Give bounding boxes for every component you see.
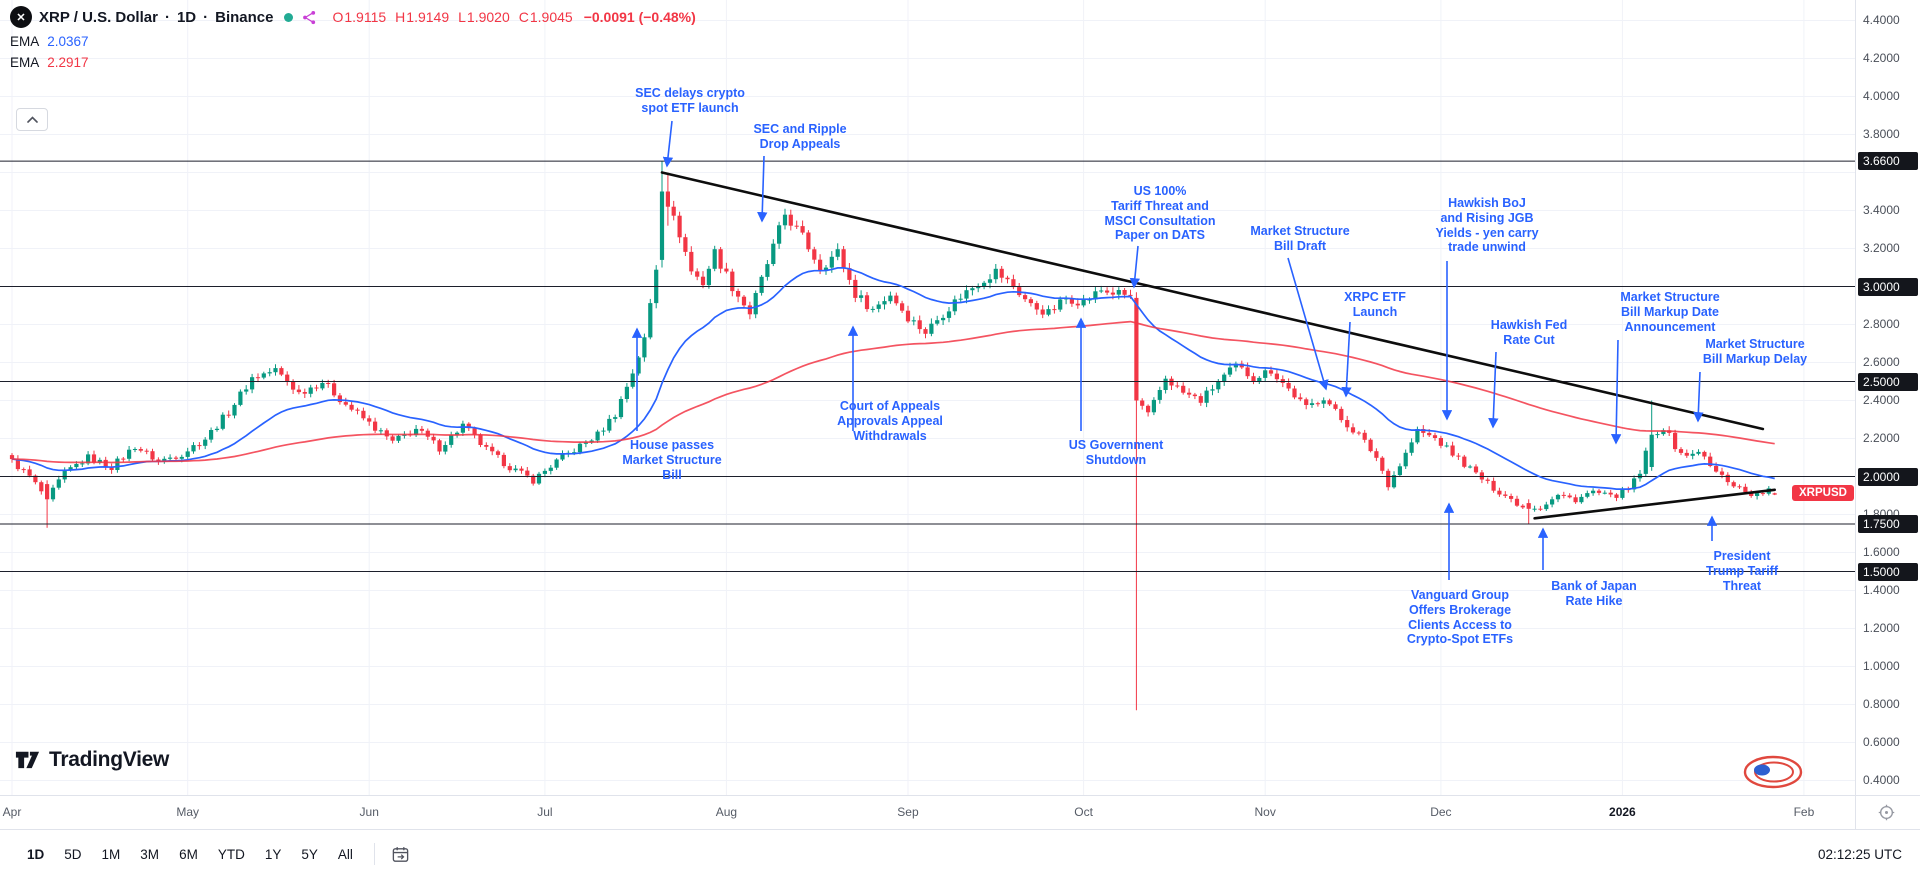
- range-button-1D[interactable]: 1D: [27, 846, 45, 862]
- price-label: 1.0000: [1863, 658, 1900, 673]
- price-label: 2.8000: [1863, 316, 1900, 331]
- time-label: May: [176, 805, 200, 819]
- time-axis-settings-icon[interactable]: [1878, 804, 1895, 826]
- change-readout: −0.0091 (−0.48%): [583, 9, 696, 25]
- collapse-legend-button[interactable]: [16, 108, 48, 131]
- symbol-legend: ✕ XRP / U.S. Dollar · 1D · Binance O1.91…: [10, 6, 696, 70]
- time-label: Aug: [715, 805, 738, 819]
- axis-corner: [1855, 796, 1920, 830]
- xrp-symbol-logo-icon: ✕: [10, 6, 32, 28]
- price-label: 2.2000: [1863, 430, 1900, 445]
- price-label: 1.4000: [1863, 582, 1900, 597]
- clock-utc[interactable]: 02:12:25 UTC: [1817, 846, 1902, 862]
- horizontal-price-lines: [0, 160, 1855, 572]
- range-button-1M[interactable]: 1M: [101, 846, 121, 862]
- range-button-3M[interactable]: 3M: [140, 846, 160, 862]
- indicator-legend: EMA 2.0367 EMA 2.2917: [10, 34, 696, 70]
- indicator-value: 2.0367: [47, 34, 89, 49]
- go-to-date-button[interactable]: [387, 841, 414, 868]
- grid: [0, 0, 1855, 795]
- price-label: 3.8000: [1863, 126, 1900, 141]
- candlestick-plot[interactable]: [0, 0, 1855, 795]
- ohlc-h-value: H1.9149: [395, 9, 450, 25]
- range-button-YTD[interactable]: YTD: [217, 846, 245, 862]
- tradingview-glyph-icon: [15, 751, 40, 769]
- price-label: 1.6000: [1863, 544, 1900, 559]
- us-flag-sticker: [1742, 753, 1804, 796]
- ohlc-l-value: L1.9020: [458, 9, 510, 25]
- tradingview-logo[interactable]: TradingView: [14, 746, 169, 773]
- candles: [9, 161, 1777, 711]
- market-status-icon: [284, 12, 294, 22]
- price-label: 0.4000: [1863, 772, 1900, 787]
- annotation-arrows: [631, 120, 1718, 580]
- price-label: 0.8000: [1863, 696, 1900, 711]
- price-line-badge: 3.6600: [1858, 152, 1918, 171]
- ema-slow-line: [11, 320, 1775, 464]
- time-axis[interactable]: Apr May Jun Jul Aug Sep Oct Nov Dec 2026 Feb: [0, 795, 1920, 830]
- toolbar-divider: [373, 843, 375, 865]
- price-line-badge: 3.0000: [1858, 277, 1918, 296]
- symbol-title[interactable]: XRP / U.S. Dollar: [39, 8, 158, 26]
- time-label: Jun: [359, 805, 379, 819]
- price-label: 4.4000: [1863, 12, 1900, 27]
- chevron-up-icon: [26, 116, 38, 123]
- price-line-badge: 1.7500: [1858, 515, 1918, 533]
- price-line-badge: 1.5000: [1858, 562, 1918, 581]
- symbol-price-badge[interactable]: XRPUSD: [1792, 484, 1854, 501]
- share-icon[interactable]: [302, 10, 317, 25]
- price-axis[interactable]: 4.4000 4.2000 4.0000 3.8000 3.4000 3.2000 2.80…: [1855, 0, 1920, 795]
- indicator-value: 2.2917: [47, 55, 89, 70]
- title-separator: ·: [164, 8, 170, 26]
- chart-area[interactable]: SEC delays crypto spot ETF launch SEC and …: [0, 0, 1855, 795]
- interval-label[interactable]: 1D: [176, 8, 197, 26]
- range-button-5D[interactable]: 5D: [64, 846, 82, 862]
- time-label: Oct: [1074, 805, 1093, 819]
- price-line-badge: 2.0000: [1858, 467, 1918, 486]
- ohlc-o-value: O1.9115: [332, 9, 387, 25]
- time-label: 2026: [1609, 805, 1636, 819]
- time-label: Dec: [1430, 805, 1452, 819]
- price-label: 4.0000: [1863, 88, 1900, 103]
- price-label: 3.2000: [1863, 240, 1900, 255]
- range-button-1Y[interactable]: 1Y: [264, 846, 282, 862]
- indicator-row-ema-fast[interactable]: EMA 2.0367: [10, 34, 696, 49]
- exchange-label[interactable]: Binance: [215, 8, 274, 26]
- indicator-label: EMA: [10, 34, 40, 49]
- indicator-label: EMA: [10, 55, 40, 70]
- price-label: 2.6000: [1863, 354, 1900, 369]
- title-separator: ·: [203, 8, 209, 26]
- calendar-icon: [392, 846, 409, 862]
- time-label: Sep: [897, 805, 919, 819]
- ohlc-readout: O1.9115 H1.9149 L1.9020 C1.9045: [332, 9, 572, 25]
- indicator-row-ema-slow[interactable]: EMA 2.2917: [10, 55, 696, 70]
- trendlines: [660, 171, 1776, 520]
- time-label: Jul: [537, 805, 553, 819]
- time-label: Feb: [1793, 805, 1815, 819]
- range-button-5Y[interactable]: 5Y: [301, 846, 318, 862]
- ohlc-c-value: C1.9045: [518, 9, 573, 25]
- price-line-badge: 2.5000: [1858, 372, 1918, 391]
- time-label: Apr: [2, 805, 22, 819]
- price-label: 4.2000: [1863, 50, 1900, 65]
- range-button-6M[interactable]: 6M: [179, 846, 198, 862]
- range-selector: 1D 5D 1M 3M 6M YTD 1Y 5Y All: [18, 841, 362, 868]
- brand-name: TradingView: [49, 747, 170, 771]
- price-label: 1.2000: [1863, 620, 1900, 635]
- price-label: 0.6000: [1863, 734, 1900, 749]
- range-button-All[interactable]: All: [337, 846, 353, 862]
- ema-fast-line: [11, 267, 1775, 490]
- price-label: 3.4000: [1863, 202, 1900, 217]
- price-label: 2.4000: [1863, 392, 1900, 407]
- time-label: Nov: [1254, 805, 1276, 819]
- bottom-toolbar: 1D 5D 1M 3M 6M YTD 1Y 5Y All 02:12:25 UTC: [0, 829, 1920, 878]
